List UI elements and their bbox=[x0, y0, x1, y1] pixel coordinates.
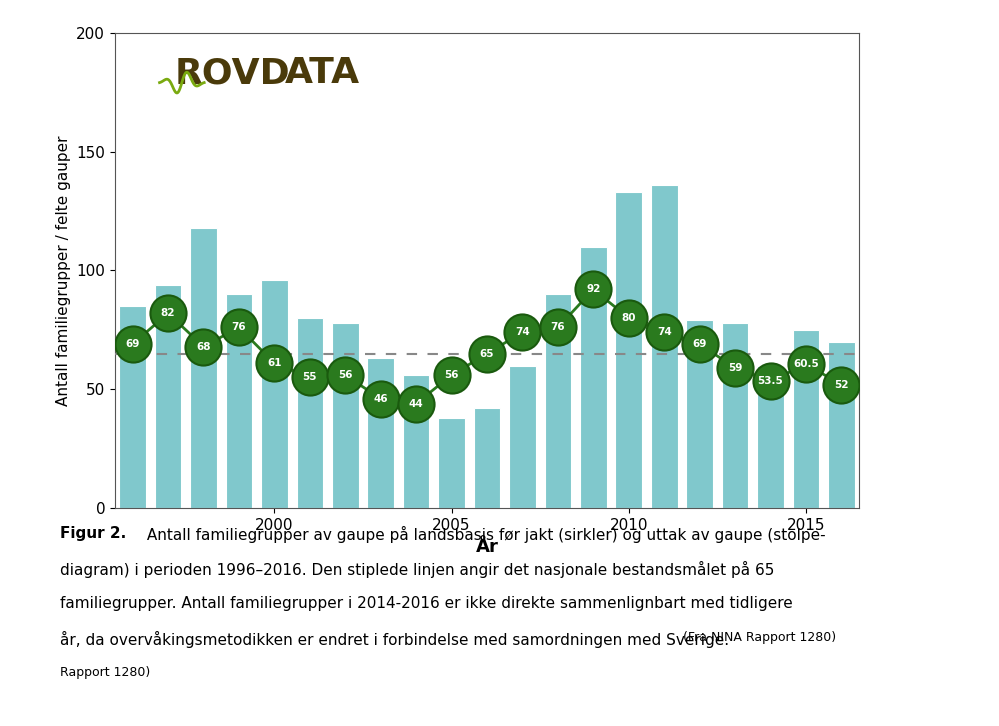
Point bbox=[231, 322, 247, 333]
Text: 76: 76 bbox=[232, 322, 246, 333]
Text: ROVD: ROVD bbox=[175, 57, 290, 91]
Bar bbox=[403, 375, 430, 508]
Text: 44: 44 bbox=[409, 399, 424, 409]
Point bbox=[196, 340, 212, 352]
Point bbox=[620, 312, 636, 324]
Text: 69: 69 bbox=[692, 339, 707, 349]
Bar bbox=[722, 323, 748, 508]
Bar bbox=[368, 359, 394, 508]
Bar bbox=[474, 408, 500, 508]
Point bbox=[267, 357, 283, 369]
Text: 52: 52 bbox=[834, 380, 849, 390]
Text: 92: 92 bbox=[586, 285, 600, 295]
Bar bbox=[190, 228, 217, 508]
Bar bbox=[651, 185, 677, 508]
Text: 56: 56 bbox=[445, 370, 459, 380]
Text: 65: 65 bbox=[480, 348, 495, 359]
Bar bbox=[757, 366, 784, 508]
Text: 59: 59 bbox=[728, 363, 742, 373]
Point bbox=[549, 322, 565, 333]
Point bbox=[409, 398, 425, 409]
X-axis label: År: År bbox=[476, 539, 499, 556]
Text: 68: 68 bbox=[196, 341, 211, 351]
Point bbox=[798, 359, 814, 370]
Text: diagram) i perioden 1996–2016. Den stiplede linjen angir det nasjonale bestandsm: diagram) i perioden 1996–2016. Den stipl… bbox=[60, 561, 774, 578]
Point bbox=[762, 375, 778, 387]
Point bbox=[125, 338, 141, 350]
Text: 80: 80 bbox=[621, 313, 636, 323]
Bar bbox=[119, 306, 146, 508]
Point bbox=[302, 372, 318, 383]
Bar bbox=[439, 418, 465, 508]
Point bbox=[373, 393, 389, 404]
Point bbox=[160, 307, 176, 319]
Point bbox=[514, 327, 530, 338]
Text: ATA: ATA bbox=[285, 57, 360, 91]
Bar bbox=[332, 323, 359, 508]
Bar bbox=[615, 192, 642, 508]
Text: 74: 74 bbox=[515, 327, 529, 338]
Text: 53.5: 53.5 bbox=[757, 376, 783, 386]
Text: Rapport 1280): Rapport 1280) bbox=[60, 666, 150, 679]
Text: 82: 82 bbox=[161, 309, 175, 318]
Text: 56: 56 bbox=[338, 370, 353, 380]
Point bbox=[444, 370, 460, 381]
Bar bbox=[155, 285, 182, 508]
Text: 60.5: 60.5 bbox=[793, 359, 819, 370]
Bar bbox=[544, 294, 571, 508]
Bar bbox=[261, 280, 288, 508]
Bar bbox=[828, 342, 855, 508]
Bar bbox=[686, 320, 713, 508]
Text: 74: 74 bbox=[656, 327, 671, 338]
Text: 55: 55 bbox=[303, 372, 317, 383]
Bar bbox=[792, 330, 819, 508]
Bar bbox=[580, 247, 606, 508]
Point bbox=[691, 338, 707, 350]
Bar bbox=[297, 318, 323, 508]
Text: 61: 61 bbox=[267, 358, 282, 368]
Point bbox=[727, 362, 743, 374]
Point bbox=[338, 370, 354, 381]
Point bbox=[656, 327, 672, 338]
Text: familiegrupper. Antall familiegrupper i 2014-2016 er ikke direkte sammenlignbart: familiegrupper. Antall familiegrupper i … bbox=[60, 596, 792, 611]
Bar bbox=[509, 366, 535, 508]
Point bbox=[585, 284, 601, 295]
Text: Figur 2.: Figur 2. bbox=[60, 526, 126, 542]
Text: år, da overvåkingsmetodikken er endret i forbindelse med samordningen med Sverig: år, da overvåkingsmetodikken er endret i… bbox=[60, 631, 729, 648]
Text: (Fra NINA Rapport 1280): (Fra NINA Rapport 1280) bbox=[679, 631, 836, 644]
Point bbox=[833, 379, 849, 391]
Text: 46: 46 bbox=[374, 393, 388, 404]
Text: Antall familiegrupper av gaupe på landsbasis før jakt (sirkler) og uttak av gaup: Antall familiegrupper av gaupe på landsb… bbox=[142, 526, 825, 543]
Y-axis label: Antall familiegrupper / felte gauper: Antall familiegrupper / felte gauper bbox=[56, 135, 71, 406]
Bar bbox=[226, 294, 252, 508]
Text: 76: 76 bbox=[550, 322, 565, 333]
Text: 69: 69 bbox=[126, 339, 140, 349]
Point bbox=[480, 348, 496, 359]
